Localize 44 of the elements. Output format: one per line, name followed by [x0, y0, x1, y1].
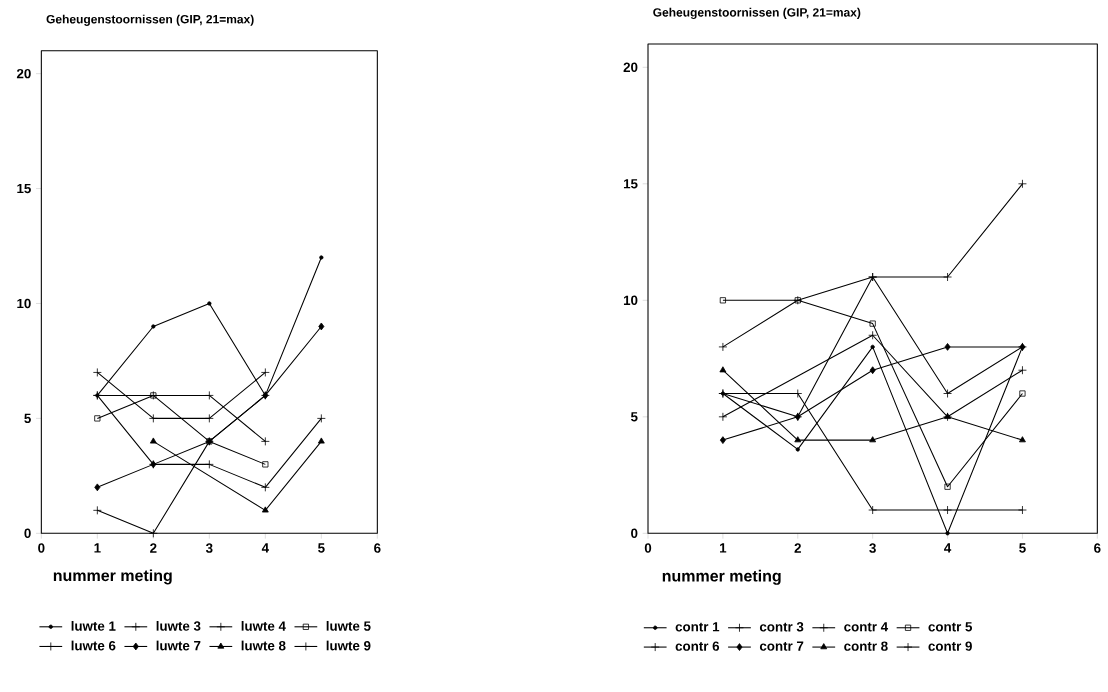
- legend-label: contr 1: [675, 622, 720, 632]
- x-tick-label: 2: [150, 543, 157, 553]
- x-tick-label: 6: [374, 543, 381, 553]
- y-tick-label: 15: [623, 179, 638, 189]
- legend-label: luwte 7: [156, 640, 201, 651]
- x-tick-label: 0: [38, 543, 45, 553]
- legend-label: contr 4: [844, 622, 889, 632]
- legend-label: contr 3: [759, 622, 804, 632]
- x-tick-label: 6: [1094, 543, 1101, 553]
- x-tick-label: 1: [94, 543, 101, 553]
- x-tick-label: 2: [794, 543, 801, 553]
- x-tick-label: 3: [205, 543, 213, 553]
- y-tick-label: 0: [24, 528, 31, 539]
- x-axis-title: nummer meting: [53, 569, 172, 585]
- y-tick-label: 0: [631, 528, 638, 539]
- legend-label: contr 7: [759, 641, 804, 651]
- x-axis-title: nummer meting: [662, 569, 781, 585]
- x-tick-label: 4: [261, 543, 269, 553]
- y-tick-label: 5: [630, 412, 638, 422]
- legend-label: luwte 1: [71, 620, 116, 631]
- legend-label: contr 8: [844, 641, 888, 651]
- legend-label: contr 6: [675, 641, 720, 651]
- x-tick-label: 5: [1019, 543, 1026, 553]
- y-tick-label: 20: [623, 62, 638, 73]
- x-tick-label: 1: [720, 543, 727, 553]
- legend-label: luwte 9: [326, 640, 371, 651]
- x-tick-label: 0: [644, 543, 652, 553]
- legend-label: luwte 3: [156, 620, 201, 631]
- legend-label: luwte 8: [241, 640, 286, 651]
- y-tick-label: 10: [17, 298, 31, 309]
- x-tick-label: 4: [944, 543, 952, 553]
- chart-title: Geheugenstoornissen (GIP, 21=max): [46, 14, 254, 26]
- legend-label: contr 5: [928, 622, 973, 632]
- y-tick-label: 10: [623, 295, 638, 306]
- x-tick-label: 5: [318, 543, 325, 553]
- y-tick-label: 20: [16, 68, 31, 79]
- legend-label: luwte 5: [326, 620, 371, 631]
- x-tick-label: 3: [869, 543, 876, 553]
- chart-title: Geheugenstoornissen (GIP, 21=max): [653, 7, 861, 20]
- legend-label: luwte 4: [241, 620, 286, 631]
- legend-label: luwte 6: [71, 640, 116, 651]
- y-tick-label: 15: [17, 183, 31, 194]
- legend-label: contr 9: [928, 641, 972, 651]
- y-tick-label: 5: [24, 413, 31, 424]
